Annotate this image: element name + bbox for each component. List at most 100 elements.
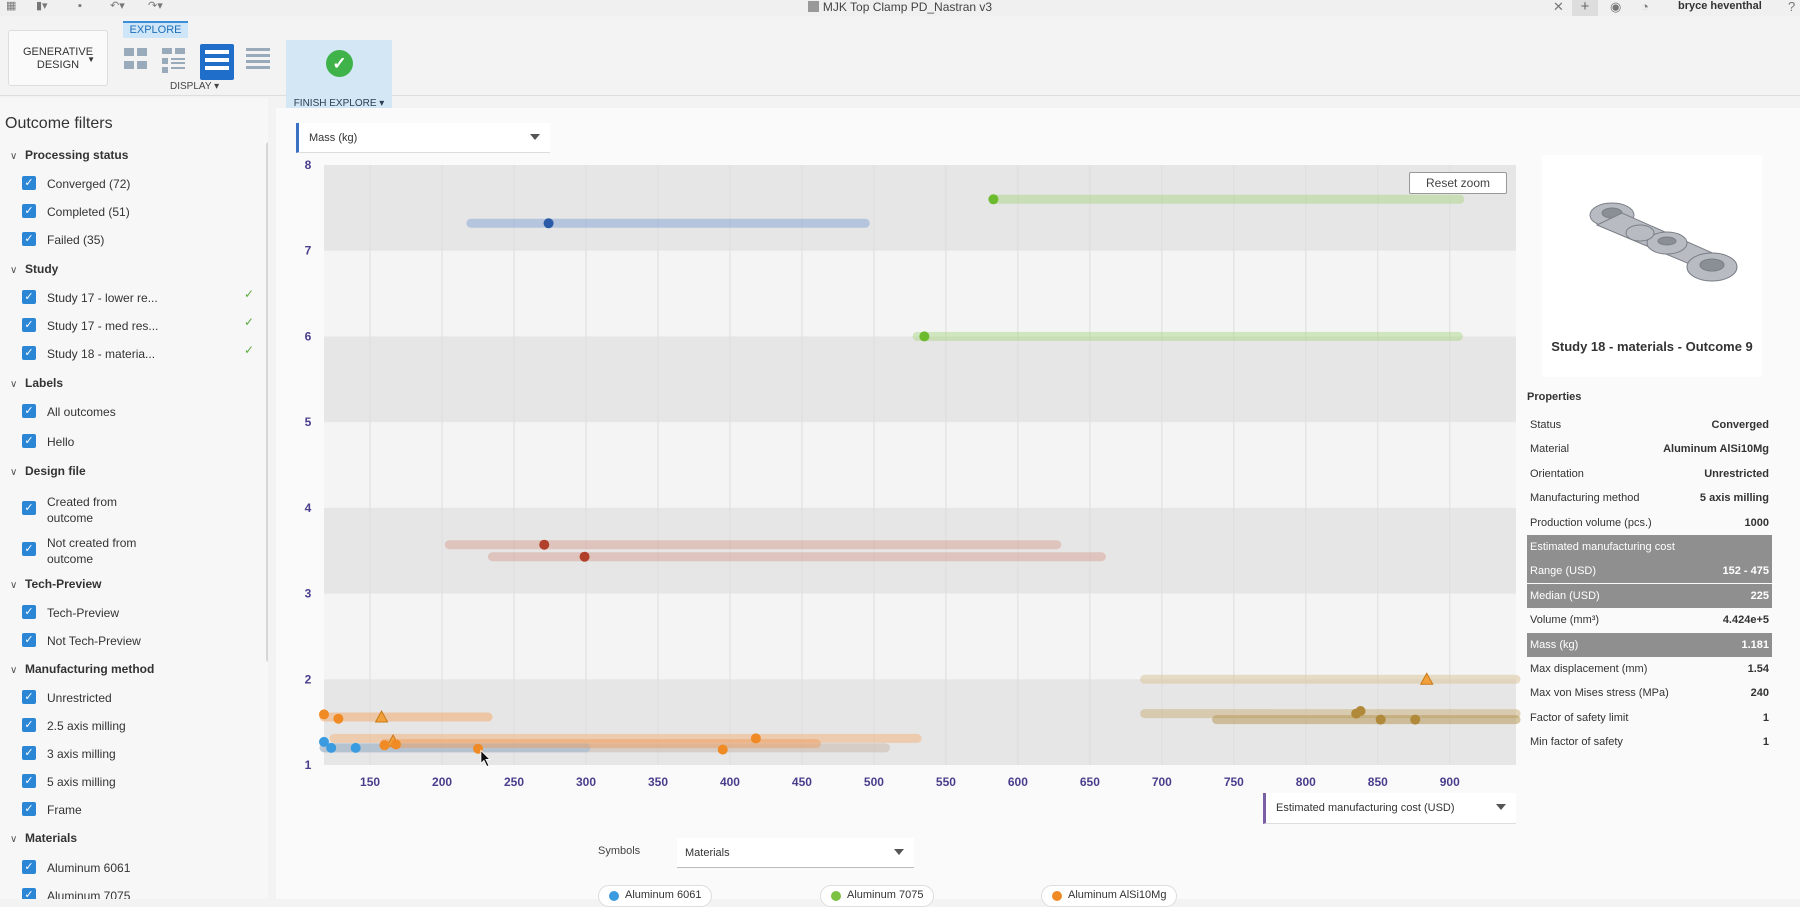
warning-icon	[1419, 672, 1434, 685]
filter-label: 2.5 axis milling	[47, 719, 126, 733]
x-tick-label: 650	[1080, 775, 1100, 789]
checkbox-icon[interactable]: ✓	[22, 888, 36, 899]
data-point	[379, 740, 390, 751]
property-row: Volume (mm³) 4.424e+5	[1527, 608, 1772, 632]
title-bar: ▦ ▮▾ ▪ ↶▾ ↷▾ MJK Top Clamp PD_Nastran v3…	[0, 0, 1800, 16]
chevron-down-icon: ∨	[10, 467, 18, 478]
filter-label: Converged (72)	[47, 177, 131, 191]
x-axis-select-value: Estimated manufacturing cost (USD)	[1276, 802, 1455, 814]
section-materials[interactable]: ∨ Materials	[10, 831, 77, 845]
legend-label: Aluminum 6061	[625, 889, 702, 901]
x-tick-label: 350	[648, 775, 668, 789]
x-tick-label: 500	[864, 775, 884, 789]
check-icon: ✓	[244, 343, 255, 357]
display-menu[interactable]: DISPLAY ▾	[170, 81, 220, 92]
chevron-down-icon: ∨	[10, 151, 18, 162]
filter-label: Study 17 - med res...	[47, 319, 159, 333]
legend-aluminum-6061[interactable]: Aluminum 6061	[598, 885, 713, 907]
y-tick-label: 7	[305, 244, 312, 258]
filter-label: Hello	[47, 435, 75, 449]
section-processing-status[interactable]: ∨ Processing status	[10, 148, 128, 162]
reset-zoom-button[interactable]: Reset zoom	[1409, 172, 1507, 194]
property-row: Mass (kg) 1.181	[1527, 632, 1772, 657]
plus-icon[interactable]: +	[1572, 0, 1598, 16]
filter-label: Aluminum 7075	[47, 889, 131, 899]
property-label: Max von Mises stress (MPa)	[1530, 687, 1669, 700]
section-design-file[interactable]: ∨ Design file	[10, 464, 86, 478]
section-tech-preview[interactable]: ∨ Tech-Preview	[10, 577, 101, 591]
help-icon[interactable]: ?	[1788, 0, 1796, 14]
close-icon[interactable]: ✕	[1553, 0, 1564, 14]
y-axis-select[interactable]: Mass (kg)	[296, 123, 550, 153]
legend-aluminum-7075[interactable]: Aluminum 7075	[820, 885, 935, 907]
sidebar-title: Outcome filters	[5, 115, 113, 132]
property-row: Manufacturing method 5 axis milling	[1527, 486, 1772, 510]
x-axis-select[interactable]: Estimated manufacturing cost (USD)	[1263, 793, 1516, 824]
checkbox-icon[interactable]: ✓	[22, 605, 36, 619]
data-point	[390, 739, 401, 750]
checkbox-icon[interactable]: ✓	[22, 501, 36, 515]
undo-icon[interactable]: ↶▾	[110, 0, 125, 12]
cursor-icon	[480, 749, 491, 767]
display-table-icon[interactable]	[244, 44, 272, 76]
filter-label: 3 axis milling	[47, 747, 116, 761]
x-tick-label: 150	[360, 775, 380, 789]
redo-icon[interactable]: ↷▾	[148, 0, 163, 12]
workspace-switcher[interactable]: GENERATIVE DESIGN ▼	[8, 30, 108, 86]
scatter-chart[interactable]: 150 200 250 300 350 400 450 500 550 600 650 700 750 8…	[296, 158, 1521, 798]
check-icon: ✓	[244, 315, 255, 329]
outcome-thumbnail-card[interactable]: Study 18 - materials - Outcome 9	[1542, 155, 1762, 377]
caret-down-icon	[894, 849, 904, 855]
toolbar: GENERATIVE DESIGN ▼ EXPLORE DISPLAY ▾ ✓ …	[0, 16, 1800, 114]
section-study[interactable]: ∨ Study	[10, 262, 58, 276]
symbols-select[interactable]: Materials	[677, 838, 914, 868]
plot-area	[324, 165, 1516, 765]
checkbox-icon[interactable]: ✓	[22, 633, 36, 647]
filter-label: Completed (51)	[47, 205, 130, 219]
chart-svg[interactable]: 150 200 250 300 350 400 450 500 550 600 650 700 750 8…	[296, 158, 1521, 798]
checkbox-icon[interactable]: ✓	[22, 318, 36, 332]
property-label: Estimated manufacturing cost	[1530, 541, 1675, 553]
section-manufacturing-method[interactable]: ∨ Manufacturing method	[10, 662, 154, 676]
section-labels[interactable]: ∨ Labels	[10, 376, 63, 390]
checkbox-icon[interactable]: ✓	[22, 176, 36, 190]
display-list-icon[interactable]	[160, 44, 188, 76]
filter-label: Created from outcome	[47, 495, 118, 525]
chevron-down-icon: ∨	[10, 834, 18, 845]
checkbox-icon[interactable]: ✓	[22, 434, 36, 448]
section-label: Manufacturing method	[25, 662, 155, 676]
display-rows-icon[interactable]	[200, 44, 234, 80]
display-grid-small-icon[interactable]	[122, 44, 150, 76]
property-value: Converged	[1711, 419, 1769, 431]
filter-label: Study 18 - materia...	[47, 347, 156, 361]
x-tick-label: 900	[1440, 775, 1460, 789]
checkbox-icon[interactable]: ✓	[22, 746, 36, 760]
checkbox-icon[interactable]: ✓	[22, 774, 36, 788]
checkbox-icon[interactable]: ✓	[22, 802, 36, 816]
tab-explore[interactable]: EXPLORE	[123, 21, 188, 38]
checkbox-icon[interactable]: ✓	[22, 718, 36, 732]
checkbox-icon[interactable]: ✓	[22, 290, 36, 304]
sidebar-scrollbar[interactable]	[266, 142, 268, 662]
filter-label: Not created from outcome	[47, 536, 137, 566]
sync-icon[interactable]: ◉	[1610, 0, 1622, 14]
checkbox-icon[interactable]: ✓	[22, 404, 36, 418]
part-thumbnail	[1589, 202, 1738, 282]
file-icon[interactable]: ▮▾	[36, 0, 48, 12]
checkbox-icon[interactable]: ✓	[22, 542, 36, 556]
checkbox-icon[interactable]: ✓	[22, 204, 36, 218]
checkbox-icon[interactable]: ✓	[22, 232, 36, 246]
filter-label: Study 17 - lower re...	[47, 291, 158, 305]
checkbox-icon[interactable]: ✓	[22, 860, 36, 874]
save-icon[interactable]: ▪	[78, 0, 82, 12]
checkbox-icon[interactable]: ✓	[22, 690, 36, 704]
clock-icon[interactable]: ◔	[1641, 0, 1649, 14]
finish-explore-button[interactable]: ✓ FINISH EXPLORE ▾	[286, 40, 392, 114]
user-name[interactable]: bryce heventhal	[1678, 0, 1762, 12]
legend-aluminum-alsi10mg[interactable]: Aluminum AlSi10Mg	[1041, 885, 1178, 907]
properties-heading: Properties	[1527, 391, 1582, 403]
chevron-down-icon: ∨	[10, 580, 18, 591]
grid-icon[interactable]: ▦	[6, 0, 17, 12]
property-label: Range (USD)	[1530, 565, 1597, 578]
checkbox-icon[interactable]: ✓	[22, 346, 36, 360]
